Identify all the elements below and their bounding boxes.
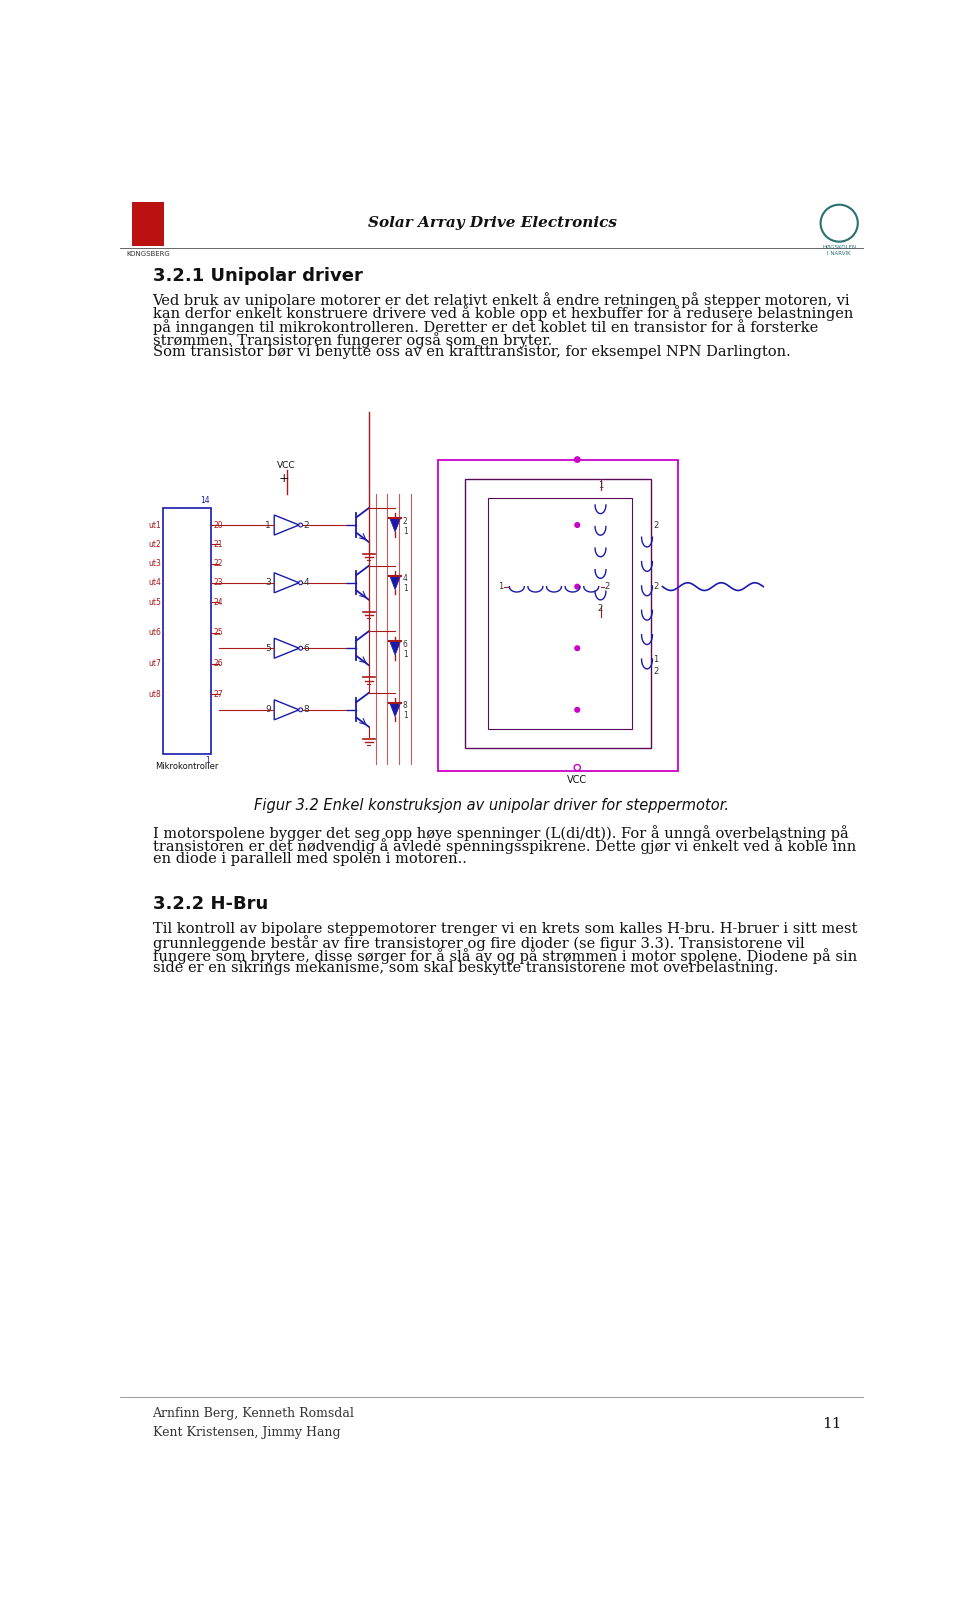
Polygon shape [390,575,400,590]
Text: ut8: ut8 [149,690,161,698]
Text: 2: 2 [653,520,659,530]
Text: 4: 4 [303,579,309,587]
Text: 2: 2 [605,582,610,591]
Text: 5: 5 [265,643,271,653]
Text: ut5: ut5 [148,598,161,606]
Text: 25: 25 [213,629,223,637]
Text: 23: 23 [213,579,223,587]
Circle shape [575,708,580,713]
Text: 4: 4 [403,574,408,583]
Bar [465,478,651,748]
Text: 26: 26 [213,659,223,667]
Text: 1: 1 [403,650,408,659]
Text: 9: 9 [265,705,271,714]
Text: 6: 6 [403,640,408,650]
Text: 8: 8 [403,701,408,711]
Text: 1: 1 [653,654,659,664]
Text: 1: 1 [403,711,408,721]
Text: Som transistor bør vi benytte oss av en krafttransistor, for eksempel NPN Darlin: Som transistor bør vi benytte oss av en … [153,344,790,359]
Text: en diode i parallell med spolen i motoren..: en diode i parallell med spolen i motore… [153,852,467,866]
Text: 21: 21 [213,540,223,549]
Text: Mikrokontroller: Mikrokontroller [156,763,219,771]
Text: ut4: ut4 [148,579,161,587]
Text: HØGSKOLEN
I NARVIK: HØGSKOLEN I NARVIK [822,244,856,255]
Circle shape [575,522,580,527]
Text: VCC: VCC [277,461,296,470]
Text: 2: 2 [654,582,659,591]
Text: 11: 11 [822,1417,841,1432]
Text: Til kontroll av bipolare steppemotorer trenger vi en krets som kalles H-bru. H-b: Til kontroll av bipolare steppemotorer t… [153,921,857,936]
Text: 1: 1 [498,582,504,591]
Text: på inngangen til mikrokontrolleren. Deretter er det koblet til en transistor for: på inngangen til mikrokontrolleren. Dere… [153,318,818,335]
Text: fungere som brytere, disse sørger for å slå av og på strømmen i motor spolene. D: fungere som brytere, disse sørger for å … [153,947,856,963]
Polygon shape [390,519,400,532]
Circle shape [575,646,580,651]
Polygon shape [390,703,400,718]
Text: side er en sikrings mekanisme, som skal beskytte transistorene mot overbelastnin: side er en sikrings mekanisme, som skal … [153,962,778,974]
Text: 8: 8 [303,705,309,714]
Text: 2: 2 [598,604,603,614]
Text: 1: 1 [403,585,408,593]
Text: Solar Array Drive Electronics: Solar Array Drive Electronics [368,217,616,229]
Text: 6: 6 [303,643,309,653]
Text: +: + [278,472,289,485]
Text: grunnleggende består av fire transistorer og fire dioder (se figur 3.3). Transis: grunnleggende består av fire transistore… [153,934,804,950]
Text: 24: 24 [213,598,223,606]
Text: kan derfor enkelt konstruere drivere ved å koble opp et hexbuffer for å redusere: kan derfor enkelt konstruere drivere ved… [153,305,852,322]
Text: ut3: ut3 [148,559,161,567]
Polygon shape [390,642,400,654]
Text: Arnfinn Berg, Kenneth Romsdal
Kent Kristensen, Jimmy Hang: Arnfinn Berg, Kenneth Romsdal Kent Krist… [153,1408,354,1440]
Bar [488,498,632,729]
Text: 3.2.2 H-Bru: 3.2.2 H-Bru [153,895,268,913]
Text: 1: 1 [598,482,603,490]
Text: 2: 2 [403,517,408,525]
Text: KONGSBERG: KONGSBERG [126,250,170,257]
Text: 20: 20 [213,520,223,530]
Text: 3.2.1 Unipolar driver: 3.2.1 Unipolar driver [153,267,363,284]
Text: ut6: ut6 [148,629,161,637]
Text: 3: 3 [265,579,271,587]
Text: I motorspolene bygger det seg opp høye spenninger (L(di/dt)). For å unngå overbe: I motorspolene bygger det seg opp høye s… [153,826,849,842]
Text: ut1: ut1 [149,520,161,530]
Text: VCC: VCC [567,776,588,785]
Text: 1: 1 [403,527,408,535]
Text: 1: 1 [265,520,271,530]
Bar [162,507,211,755]
Text: 22: 22 [213,559,223,567]
Text: ut7: ut7 [148,659,161,667]
Circle shape [574,457,580,462]
Text: 2: 2 [653,667,659,675]
Text: 27: 27 [213,690,223,698]
Bar [438,459,678,771]
Text: 2: 2 [303,520,309,530]
Bar [132,202,164,246]
Text: strømmen. Transistoren fungerer også som en bryter.: strømmen. Transistoren fungerer også som… [153,331,552,347]
Text: 1: 1 [205,756,210,764]
Text: ut2: ut2 [149,540,161,549]
Text: Figur 3.2 Enkel konstruksjon av unipolar driver for steppermotor.: Figur 3.2 Enkel konstruksjon av unipolar… [254,798,730,813]
Text: Ved bruk av unipolare motorer er det relativt enkelt å endre retningen på steppe: Ved bruk av unipolare motorer er det rel… [153,292,851,309]
Text: transistoren er det nødvendig å avlede spenningsspikrene. Dette gjør vi enkelt v: transistoren er det nødvendig å avlede s… [153,839,855,855]
Text: 14: 14 [201,496,210,504]
Circle shape [575,585,580,588]
